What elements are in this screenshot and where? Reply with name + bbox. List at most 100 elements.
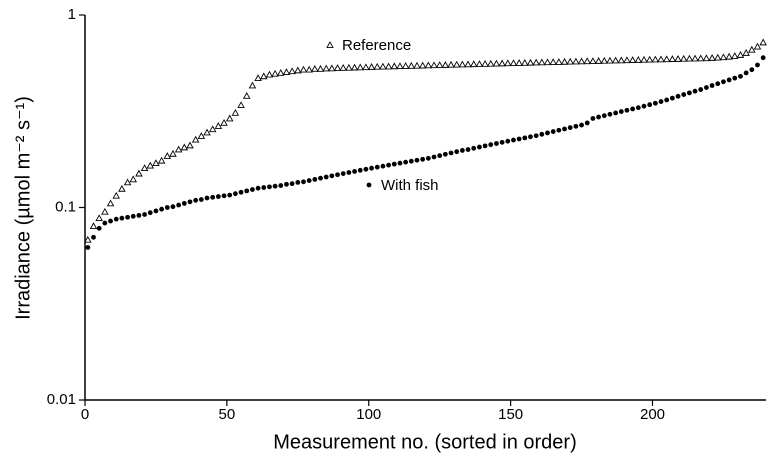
data-point — [465, 147, 471, 152]
data-point — [471, 145, 477, 151]
data-point — [123, 178, 132, 186]
data-point — [152, 159, 160, 166]
data-point — [454, 149, 460, 155]
data-point — [227, 192, 233, 198]
data-point — [407, 61, 416, 69]
y-tick-label: 1 — [68, 6, 76, 23]
data-point — [430, 61, 438, 69]
x-tick-label: 100 — [356, 406, 381, 423]
data-point — [538, 58, 546, 66]
data-point — [401, 62, 410, 69]
x-tick-label: 50 — [219, 406, 236, 423]
data-point — [573, 123, 579, 129]
data-point — [157, 156, 166, 164]
data-point — [477, 144, 482, 150]
data-point — [464, 60, 472, 68]
data-point — [556, 127, 562, 133]
data-point — [424, 61, 433, 69]
data-point — [698, 87, 704, 92]
data-point — [545, 130, 550, 136]
data-point — [738, 73, 743, 79]
data-point — [742, 49, 750, 56]
data-point — [390, 62, 399, 70]
data-point — [731, 52, 739, 59]
data-point — [482, 143, 488, 149]
data-point — [748, 45, 756, 53]
data-point — [374, 164, 380, 170]
data-point — [244, 188, 250, 194]
data-point — [413, 61, 421, 69]
data-point — [664, 97, 670, 103]
data-point — [333, 64, 342, 71]
data-point — [153, 208, 159, 214]
data-point — [301, 179, 306, 185]
data-point — [702, 54, 711, 62]
data-point — [583, 57, 592, 65]
data-point — [322, 64, 330, 72]
data-point — [692, 88, 698, 94]
data-point — [306, 178, 312, 183]
data-point — [373, 62, 382, 70]
data-point — [350, 63, 359, 71]
data-point — [113, 216, 119, 222]
data-point — [231, 108, 240, 116]
data-point — [657, 55, 665, 63]
x-tick-label: 150 — [498, 406, 523, 423]
data-point — [210, 194, 216, 200]
data-point — [516, 136, 522, 142]
data-point — [408, 158, 414, 164]
data-point — [606, 56, 614, 64]
data-point — [84, 235, 92, 243]
data-point — [725, 52, 733, 60]
data-point — [187, 199, 193, 205]
data-point — [169, 149, 177, 157]
data-point — [329, 173, 335, 179]
data-point — [589, 57, 597, 64]
data-point — [164, 205, 170, 210]
data-point — [675, 93, 681, 99]
data-point — [339, 63, 347, 71]
data-point — [197, 132, 206, 139]
data-point — [635, 105, 641, 111]
data-point — [590, 116, 596, 121]
data-point — [499, 139, 505, 145]
data-point — [441, 61, 450, 68]
data-point — [459, 147, 465, 153]
data-point — [755, 62, 760, 68]
data-point — [403, 159, 409, 165]
data-point — [550, 129, 556, 134]
data-point — [119, 215, 125, 221]
data-point — [305, 65, 313, 73]
data-point — [221, 193, 227, 199]
data-point — [367, 63, 376, 70]
data-point — [335, 172, 340, 178]
data-point — [425, 155, 431, 161]
data-point — [498, 59, 506, 67]
data-point — [108, 218, 113, 224]
data-point — [357, 167, 363, 173]
y-axis-title: Irradiance (µmol m⁻² s⁻¹) — [12, 96, 34, 320]
data-point — [743, 70, 749, 76]
data-point — [380, 163, 386, 169]
data-point — [652, 100, 658, 106]
data-point — [431, 154, 437, 160]
data-point — [736, 51, 745, 58]
data-point — [289, 181, 295, 187]
data-point — [396, 62, 404, 70]
data-point — [669, 95, 675, 101]
data-point — [623, 56, 631, 64]
data-point — [248, 81, 257, 89]
data-point — [681, 92, 687, 97]
data-point — [174, 145, 183, 153]
data-point — [214, 122, 223, 129]
data-point — [505, 138, 511, 144]
data-point — [435, 61, 444, 68]
data-point — [549, 58, 557, 65]
data-point — [278, 183, 284, 188]
data-point — [475, 60, 484, 67]
data-point — [294, 66, 302, 74]
data-point — [594, 57, 603, 64]
data-point — [363, 166, 369, 172]
